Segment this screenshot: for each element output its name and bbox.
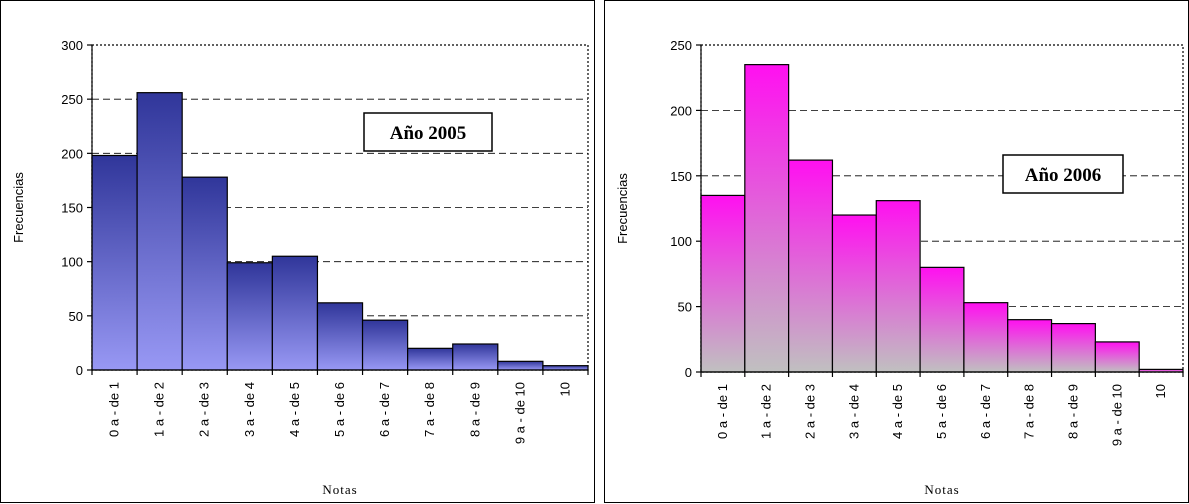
x-tick-label: 10 [1153,384,1168,398]
x-tick-label: 8 a - de 9 [1065,384,1080,439]
x-tick-label: 1 a - de 2 [152,382,167,437]
y-tick-label: 200 [670,103,692,118]
bar [271,255,319,371]
bar [1007,319,1053,373]
x-tick-label: 1 a - de 2 [759,384,774,439]
bar [875,200,921,373]
bar [744,64,790,373]
year-badge-label: Año 2005 [390,123,467,144]
x-tick-label: 0 a - de 1 [107,382,122,437]
x-tick-label: 2 a - de 3 [197,382,212,437]
x-tick-label: 6 a - de 7 [978,384,993,439]
x-tick-label: 8 a - de 9 [467,382,482,437]
x-tick-label: 4 a - de 5 [890,384,905,439]
year-badge [363,112,493,152]
year-badge-label: Año 2006 [1025,165,1102,186]
x-tick-label: 3 a - de 4 [242,382,257,437]
bar [1050,323,1096,373]
y-axis-title: Frecuencias [11,172,26,243]
bar [91,154,138,371]
y-tick-label: 100 [61,255,83,270]
y-tick-label: 250 [670,38,692,53]
x-tick-label: 5 a - de 6 [934,384,949,439]
bar [181,176,228,371]
bar [497,360,544,371]
y-tick-label: 200 [61,146,83,161]
bar [788,159,834,373]
y-axis-title: Frecuencias [615,173,630,244]
x-tick-label: 5 a - de 6 [332,382,347,437]
x-tick-label: 10 [557,382,572,396]
chart-panel-2006: 0 50 100 150 200 250 0 a - de 1 1 a - de 2 2 a -… [604,0,1189,503]
x-tick-label: 9 a - de 10 [512,382,527,444]
bar [963,302,1009,373]
x-tick-label: 4 a - de 5 [287,382,302,437]
y-tick-label: 100 [670,234,692,249]
bar [136,92,183,371]
x-axis-title: Notas [322,482,357,497]
x-tick-label: 7 a - de 8 [1022,384,1037,439]
bar [316,302,364,371]
bar [452,343,499,371]
bar [542,365,589,371]
x-tick-label: 0 a - de 1 [715,384,730,439]
bar [919,266,965,373]
y-tick-label: 0 [685,365,692,380]
y-tick-label: 250 [61,92,83,107]
y-tick-label: 300 [61,38,83,53]
y-tick-label: 50 [69,309,83,324]
x-axis-title: Notas [924,482,959,497]
bar [361,319,409,371]
x-tick-label: 9 a - de 10 [1109,384,1124,446]
bar [226,262,273,371]
bar [407,347,454,371]
x-tick-label: 6 a - de 7 [377,382,392,437]
bar [831,214,877,373]
y-tick-label: 50 [678,300,692,315]
y-tick-label: 150 [61,201,83,216]
histogram-2006: 0 50 100 150 200 250 0 a - de 1 1 a - de 2 2 a -… [615,38,1184,497]
chart-panel-2005: 0 50 100 150 200 250 300 0 a - de 1 1 a - de 2 2 … [0,0,595,503]
x-tick-label: 7 a - de 8 [422,382,437,437]
bar [1094,341,1140,373]
y-tick-label: 150 [670,169,692,184]
year-badge [1002,154,1124,194]
bar [700,194,746,373]
x-tick-label: 3 a - de 4 [846,384,861,439]
histogram-2005: 0 50 100 150 200 250 300 0 a - de 1 1 a - de 2 2 … [11,38,589,497]
x-tick-label: 2 a - de 3 [803,384,818,439]
y-tick-label: 0 [76,363,83,378]
